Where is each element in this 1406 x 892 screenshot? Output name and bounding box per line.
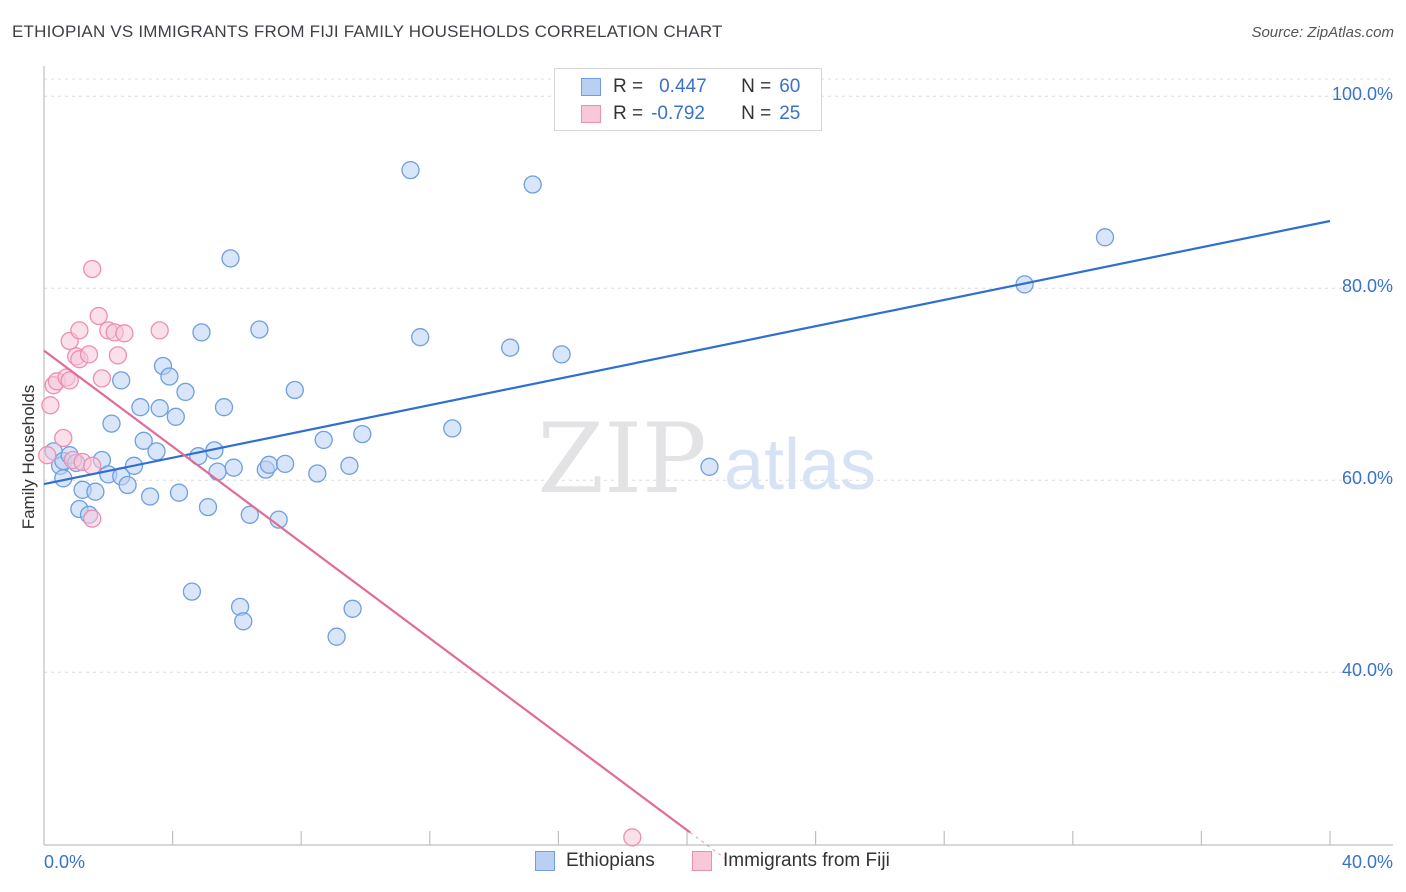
- fiji-point: [60, 371, 79, 390]
- ethiopian-point: [102, 414, 121, 433]
- y-tick-60: 60.0%: [1341, 468, 1393, 489]
- ethiopian-point: [340, 456, 359, 475]
- ethiopian-point: [327, 627, 346, 646]
- x-tick-left: 0.0%: [44, 852, 86, 872]
- correlation-legend: R = 0.447 N = 60 R = -0.792 N = 25: [554, 68, 822, 131]
- axes: [43, 66, 1393, 846]
- legend-n-label: N =: [741, 103, 772, 124]
- fiji-point: [89, 306, 108, 326]
- ethiopian-point: [1095, 228, 1115, 247]
- fiji-point: [83, 259, 102, 279]
- ethiopian-point: [308, 464, 327, 483]
- fiji-trend-line: [43, 349, 691, 834]
- y-tick-40: 40.0%: [1341, 660, 1393, 681]
- ethiopian-point: [221, 249, 240, 268]
- fiji-point: [623, 828, 642, 847]
- ethiopian-point: [176, 382, 195, 402]
- ethiopian-point: [700, 457, 719, 476]
- ethiopian-point: [166, 407, 185, 426]
- chart-title: ETHIOPIAN VS IMMIGRANTS FROM FIJI FAMILY…: [12, 22, 723, 41]
- trend-lines: [43, 219, 1331, 862]
- y-tick-100: 100.0%: [1331, 84, 1393, 105]
- ethiopian-point: [224, 458, 243, 477]
- source-label: Source: ZipAtlas.com: [1251, 24, 1394, 41]
- ethiopian-point: [401, 160, 420, 180]
- bottom-legend-swatch-blue: [535, 851, 555, 871]
- fiji-point: [41, 396, 60, 415]
- watermark-atlas: atlas: [724, 425, 876, 505]
- ethiopian-trend-line: [43, 219, 1331, 486]
- ethiopian-point: [214, 398, 234, 417]
- legend-row-ethiopians: R = 0.447 N = 60: [581, 74, 800, 100]
- fiji-point: [83, 509, 102, 528]
- ethiopian-point: [240, 505, 259, 524]
- ethiopian-point: [208, 462, 227, 481]
- fiji-point: [108, 346, 128, 365]
- ethiopian-point: [250, 320, 269, 339]
- fiji-point: [70, 321, 89, 340]
- ethiopian-point: [443, 419, 462, 438]
- y-tick-80: 80.0%: [1341, 276, 1393, 297]
- fiji-point: [150, 321, 169, 340]
- fiji-point: [115, 324, 134, 343]
- ethiopian-point: [150, 399, 169, 418]
- legend-n-value: 60: [779, 76, 801, 97]
- ethiopian-point: [86, 482, 105, 501]
- ethiopian-point: [169, 483, 189, 502]
- legend-swatch-pink: [581, 105, 601, 123]
- ethiopian-point: [285, 380, 304, 400]
- ethiopian-point: [134, 431, 153, 450]
- legend-r-value: -0.792: [651, 103, 705, 124]
- watermark: ZIP atlas: [537, 403, 876, 515]
- legend-n-label: N =: [741, 76, 772, 97]
- watermark-zip: ZIP: [537, 403, 706, 515]
- bottom-legend-swatch-pink: [692, 851, 712, 871]
- fiji-point: [92, 369, 112, 388]
- legend-r-label: R =: [613, 103, 644, 124]
- ethiopian-point: [259, 455, 279, 474]
- ethiopian-point: [411, 328, 430, 347]
- grid-lines: [44, 78, 1393, 673]
- fiji-point: [83, 456, 102, 475]
- fiji-point: [54, 428, 73, 448]
- ethiopian-point: [234, 612, 253, 631]
- ethiopian-point: [160, 367, 179, 386]
- legend-r-value: 0.447: [659, 76, 707, 97]
- data-points: [38, 160, 1115, 847]
- legend-row-fiji: R = -0.792 N = 25: [581, 101, 800, 127]
- ethiopian-point: [131, 398, 150, 417]
- legend-swatch-blue: [581, 78, 601, 96]
- ethiopian-point: [314, 430, 333, 450]
- bottom-legend-label: Ethiopians: [566, 850, 655, 871]
- ethiopian-point: [275, 454, 295, 474]
- ethiopian-point: [147, 442, 166, 461]
- ethiopian-point: [198, 497, 218, 517]
- legend-n-value: 25: [779, 103, 801, 124]
- ethiopian-point: [343, 599, 362, 618]
- ethiopian-point: [353, 424, 372, 444]
- x-tick-right: 40.0%: [1341, 852, 1393, 872]
- fiji-trend-line-extension: [689, 832, 730, 862]
- fiji-point: [38, 446, 57, 465]
- bottom-legend-ethiopians: Ethiopians: [535, 850, 655, 872]
- ethiopian-point: [523, 175, 542, 194]
- legend-r-label: R =: [613, 76, 644, 97]
- ethiopian-point: [112, 371, 131, 390]
- ethiopian-point: [552, 345, 571, 364]
- ethiopian-point: [140, 487, 160, 506]
- ethiopian-point: [118, 475, 137, 495]
- bottom-legend-fiji: Immigrants from Fiji: [692, 850, 890, 872]
- ethiopian-point: [182, 582, 202, 601]
- bottom-legend-label: Immigrants from Fiji: [723, 850, 890, 871]
- ethiopian-point: [501, 338, 520, 357]
- ethiopian-point: [192, 323, 211, 342]
- fiji-point: [79, 345, 99, 364]
